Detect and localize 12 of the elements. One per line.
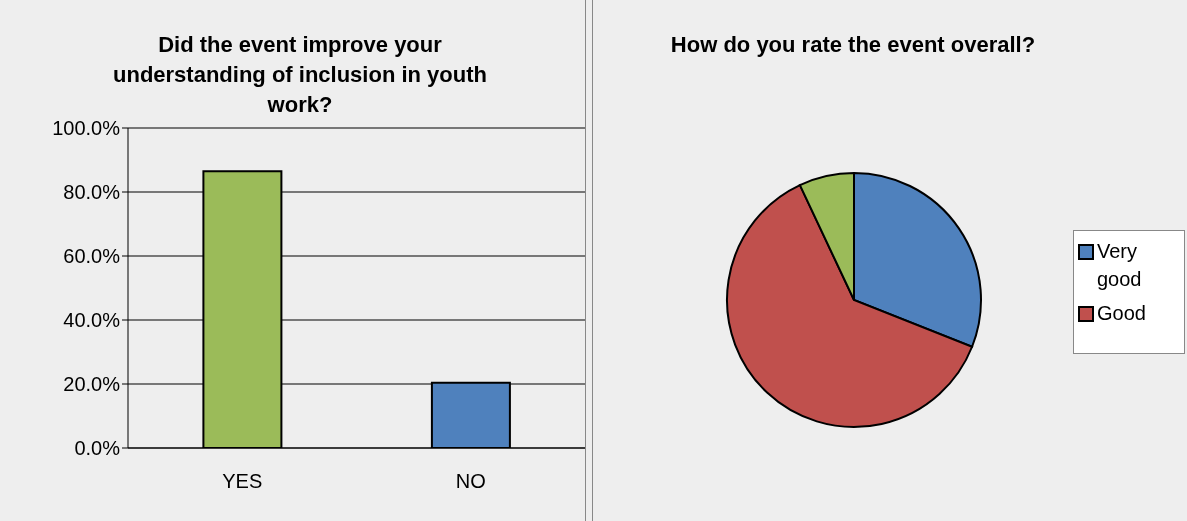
y-tick-label: 100.0%	[52, 117, 121, 140]
x-tick-label: YES	[222, 470, 263, 493]
chart-title: Did the event improve your understanding of inclusion in youth work?	[113, 32, 487, 117]
legend-label: Good	[1097, 301, 1147, 326]
y-tick-label: 60.0%	[63, 245, 121, 268]
legend-label: Very good	[1097, 239, 1143, 292]
x-tick-label: NO	[455, 470, 486, 493]
y-tick-label: 20.0%	[63, 373, 121, 396]
y-tick-label: 0.0%	[74, 437, 121, 460]
y-tick-label: 40.0%	[63, 309, 121, 332]
chart-title: How do you rate the event overall?	[669, 31, 1037, 59]
y-tick-label: 80.0%	[63, 181, 121, 204]
